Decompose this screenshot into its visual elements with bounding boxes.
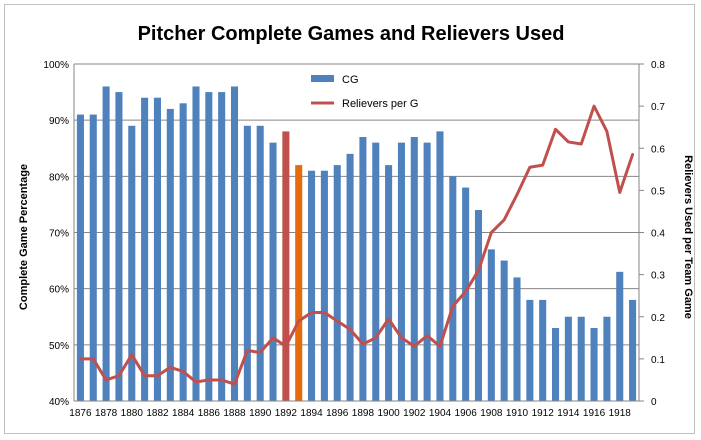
relievers-line [78, 104, 635, 386]
y-tick-label: 60% [49, 285, 69, 296]
chart-svg: Pitcher Complete Games and Relievers Use… [18, 23, 694, 419]
y2-tick-label: 0.7 [651, 102, 665, 113]
x-tick-label: 1908 [480, 408, 503, 419]
bar-1912 [539, 299, 547, 401]
y2-tick-label: 0.1 [651, 355, 665, 366]
legend-label-relievers: Relievers per G [342, 98, 418, 110]
bar-1902 [410, 137, 418, 401]
bar-1900 [385, 165, 393, 401]
y2-tick-label: 0.8 [651, 60, 665, 71]
y2-tick-label: 0.4 [651, 229, 665, 240]
axes: 40% 50% 60% 70% 80% 90% 100% 0 0.1 0.2 0.3 0.4 0.5 0.… [43, 60, 665, 419]
bar-1878 [102, 86, 110, 401]
bar-1917 [603, 316, 611, 401]
y2-tick-label: 0 [651, 397, 657, 408]
x-tick-label: 1896 [326, 408, 349, 419]
x-tick-label: 1880 [121, 408, 144, 419]
bar-1883 [166, 108, 174, 402]
x-tick-label: 1916 [583, 408, 606, 419]
bar-1890 [256, 125, 264, 401]
bar-1907 [474, 210, 483, 401]
x-tick-label: 1876 [69, 408, 92, 419]
bar-1913 [552, 327, 560, 401]
bar-1892 [282, 131, 290, 401]
bar-1889 [243, 125, 251, 401]
bar-series [76, 86, 637, 402]
bar-1901 [397, 142, 405, 401]
x-tick-label: 1882 [146, 408, 169, 419]
x-tick-label: 1914 [557, 408, 580, 419]
x-tick-label: 1898 [352, 408, 375, 419]
bar-1877 [89, 114, 97, 402]
bar-1882 [153, 97, 161, 401]
x-tick-label: 1886 [198, 408, 221, 419]
bar-1906 [462, 187, 470, 401]
bar-1899 [372, 142, 380, 401]
x-tick-label: 1890 [249, 408, 272, 419]
y2-tick-label: 0.6 [651, 144, 665, 155]
bar-1879 [115, 92, 123, 401]
chart-title: Pitcher Complete Games and Relievers Use… [138, 23, 565, 45]
x-tick-label: 1902 [403, 408, 426, 419]
y2-axis-title: Relievers Used per Team Game [682, 155, 694, 319]
x-tick-label: 1912 [532, 408, 555, 419]
legend-swatch-cg [311, 75, 334, 82]
y-tick-label: 50% [49, 341, 69, 352]
x-tick-label: 1884 [172, 408, 195, 419]
line-series [78, 104, 635, 386]
x-tick-label: 1888 [223, 408, 246, 419]
x-tick-label: 1906 [455, 408, 478, 419]
bar-1905 [449, 176, 457, 401]
bar-1918 [616, 271, 624, 401]
bar-1919 [629, 299, 637, 401]
bar-1914 [564, 316, 572, 401]
y-axis-title: Complete Game Percentage [18, 164, 30, 310]
bar-1911 [526, 299, 534, 401]
bar-1909 [500, 260, 508, 401]
y2-tick-label: 0.5 [651, 186, 665, 197]
x-tick-label: 1894 [300, 408, 323, 419]
bar-1891 [269, 142, 277, 401]
bar-1887 [218, 92, 226, 401]
bar-1896 [333, 165, 341, 401]
y-tick-label: 90% [49, 116, 69, 127]
bar-1884 [179, 103, 187, 401]
y2-tick-label: 0.2 [651, 313, 665, 324]
y2-tick-label: 0.3 [651, 271, 665, 282]
bar-1880 [128, 125, 136, 401]
bar-1903 [423, 142, 431, 401]
bar-1893 [295, 165, 303, 401]
bar-1885 [192, 86, 200, 401]
bar-1881 [141, 97, 149, 401]
bar-1904 [436, 131, 444, 401]
chart-frame: Pitcher Complete Games and Relievers Use… [4, 4, 695, 434]
x-tick-label: 1918 [609, 408, 632, 419]
y-tick-label: 80% [49, 172, 69, 183]
bar-1897 [346, 153, 354, 401]
x-tick-label: 1900 [377, 408, 400, 419]
bar-1895 [320, 170, 328, 401]
bar-1908 [487, 249, 495, 401]
y-tick-label: 40% [49, 397, 69, 408]
bar-1894 [308, 170, 316, 401]
bar-1915 [577, 316, 585, 401]
bar-1916 [590, 327, 598, 401]
bar-1886 [205, 92, 213, 401]
y-tick-label: 100% [43, 60, 69, 71]
legend: CG Relievers per G [311, 74, 418, 110]
x-tick-label: 1904 [429, 408, 452, 419]
bar-1898 [359, 137, 367, 401]
x-tick-label: 1892 [275, 408, 298, 419]
y-tick-label: 70% [49, 229, 69, 240]
bar-1876 [76, 114, 84, 402]
legend-label-cg: CG [342, 74, 359, 86]
bar-1910 [513, 277, 521, 401]
bar-1888 [230, 86, 239, 401]
x-tick-label: 1910 [506, 408, 529, 419]
x-tick-label: 1878 [95, 408, 118, 419]
